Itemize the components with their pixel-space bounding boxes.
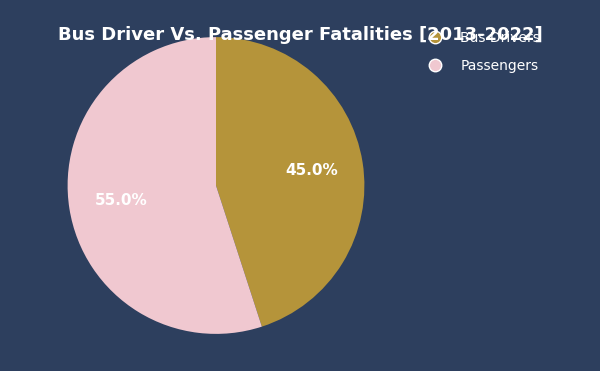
Wedge shape (216, 37, 364, 326)
Text: 45.0%: 45.0% (285, 163, 338, 178)
Legend: Bus Drivers, Passengers: Bus Drivers, Passengers (416, 26, 546, 79)
Text: 55.0%: 55.0% (94, 193, 147, 208)
Wedge shape (68, 37, 262, 334)
Text: Bus Driver Vs. Passenger Fatalities [2013-2022]: Bus Driver Vs. Passenger Fatalities [201… (58, 26, 542, 44)
